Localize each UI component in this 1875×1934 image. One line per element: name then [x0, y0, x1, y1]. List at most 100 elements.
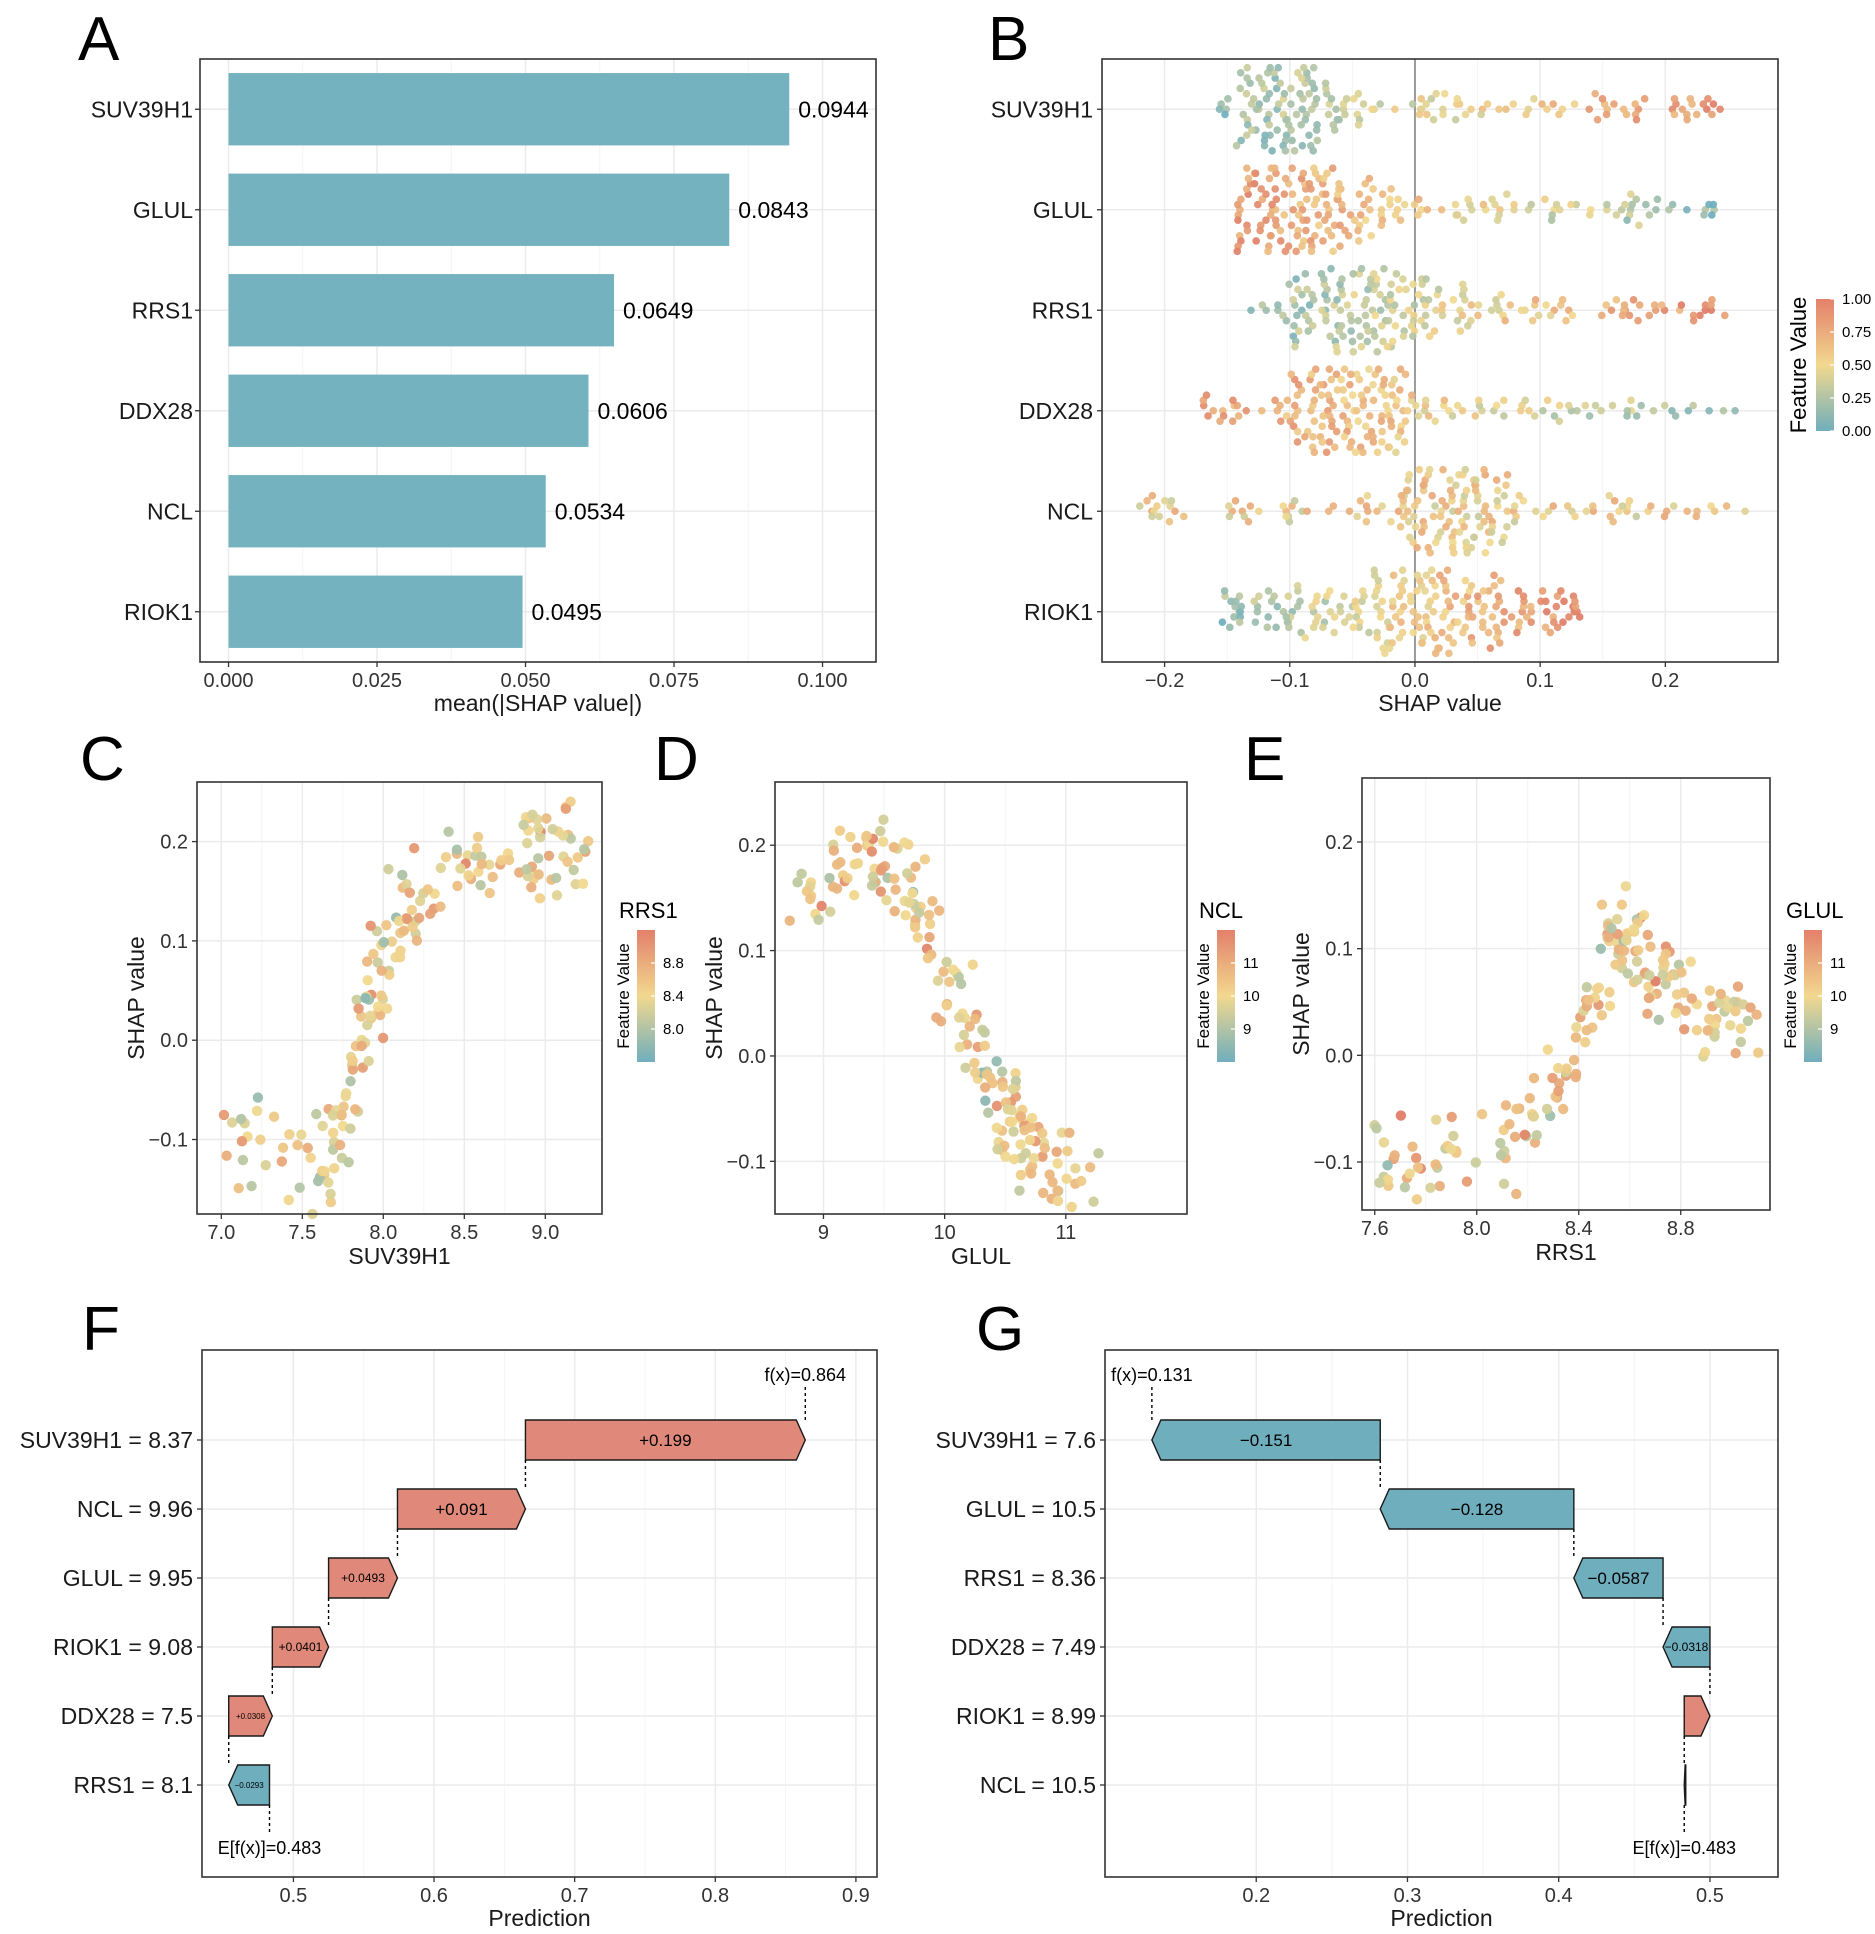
swarm-point-ncl [1582, 507, 1591, 516]
scatter-point [384, 969, 395, 980]
swarm-point-riok1 [1431, 649, 1440, 658]
swarm-point-rrs1 [1384, 316, 1393, 325]
scatter-point [1407, 1141, 1418, 1152]
swarm-point-ncl [1442, 502, 1450, 510]
swarm-point-riok1 [1296, 597, 1304, 606]
swarm-point-glul [1642, 200, 1650, 209]
swarm-point-ncl [1373, 507, 1381, 516]
swarm-point-rrs1 [1546, 311, 1555, 320]
waterfall-bar-label: −0.128 [1451, 1500, 1503, 1519]
swarm-point-riok1 [1359, 587, 1367, 595]
swarm-point-ddx28 [1283, 396, 1292, 405]
scatter-point [404, 887, 416, 898]
swarm-point-rrs1 [1333, 296, 1341, 304]
scatter-point [1541, 1103, 1553, 1115]
feature-label: RRS1 = 8.36 [964, 1565, 1096, 1591]
scatter-point [1020, 1148, 1031, 1159]
scatter-point [533, 869, 544, 880]
scatter-point [1725, 1020, 1736, 1031]
scatter-point [813, 914, 824, 925]
swarm-point-glul [1645, 211, 1654, 219]
swarm-point-glul [1268, 200, 1276, 209]
scatter-point [842, 873, 853, 884]
swarm-point-rrs1 [1297, 306, 1306, 315]
scatter-point [496, 855, 507, 866]
scatter-point [1411, 1194, 1423, 1205]
waterfall-bar-1 [1379, 1488, 1575, 1530]
swarm-point-riok1 [1319, 623, 1327, 632]
swarm-point-suv39h1 [1591, 89, 1599, 98]
swarm-point-rrs1 [1258, 301, 1267, 309]
swarm-point-rrs1 [1402, 285, 1410, 294]
plot-frame [199, 58, 877, 663]
scatter-point [351, 994, 362, 1006]
swarm-point-ncl [1618, 502, 1627, 510]
fx-label: f(x)=0.131 [1111, 1365, 1193, 1385]
scatter-point [1568, 1054, 1580, 1066]
scatter-point [1037, 1128, 1048, 1139]
swarm-point-ddx28 [1381, 391, 1390, 399]
swarm-point-ddx28 [1316, 380, 1325, 389]
swarm-point-glul [1510, 205, 1518, 214]
swarm-point-suv39h1 [1252, 105, 1261, 114]
scatter-point [964, 1021, 975, 1032]
scatter-point [1604, 986, 1615, 998]
bar-rrs1 [228, 274, 615, 347]
scatter-point [1374, 1177, 1385, 1188]
swarm-point-suv39h1 [1432, 89, 1440, 98]
swarm-point-glul [1243, 226, 1252, 235]
scatter-point [393, 915, 405, 927]
y-axis-title: SHAP value [1288, 932, 1314, 1056]
scatter-point [1511, 1103, 1522, 1115]
swarm-point-rrs1 [1317, 270, 1326, 278]
colour-bar [1816, 299, 1834, 431]
swarm-point-glul [1242, 185, 1251, 193]
swarm-point-riok1 [1473, 592, 1482, 600]
swarm-point-rrs1 [1432, 306, 1440, 315]
swarm-point-ddx28 [1325, 438, 1334, 446]
swarm-point-glul [1414, 195, 1423, 204]
swarm-point-ncl [1454, 507, 1462, 516]
scatter-point [1616, 899, 1628, 910]
swarm-point-riok1 [1410, 618, 1419, 626]
scatter-point [1395, 1110, 1407, 1121]
scatter-point [1389, 1150, 1400, 1161]
swarm-point-suv39h1 [1305, 89, 1313, 98]
swarm-point-glul [1621, 200, 1629, 209]
swarm-point-ddx28 [1500, 412, 1508, 420]
swarm-point-rrs1 [1292, 275, 1300, 283]
swarm-point-glul [1336, 242, 1344, 250]
scatter-point [365, 1010, 376, 1021]
swarm-point-glul [1323, 169, 1331, 178]
scatter-point [991, 1122, 1002, 1134]
swarm-point-ddx28 [1204, 412, 1212, 420]
swarm-point-ncl [1419, 481, 1428, 490]
swarm-point-riok1 [1230, 613, 1238, 621]
swarm-point-ddx28 [1581, 401, 1590, 410]
scatter-point [866, 846, 878, 857]
x-axis-title: Prediction [488, 1905, 590, 1931]
scatter-point [1730, 1047, 1741, 1059]
swarm-point-rrs1 [1279, 311, 1287, 320]
swarm-point-suv39h1 [1483, 100, 1492, 108]
waterfall-bar-label: +0.199 [639, 1431, 691, 1450]
swarm-point-riok1 [1553, 623, 1562, 632]
scatter-point [440, 851, 452, 863]
swarm-point-riok1 [1389, 571, 1398, 580]
x-tick-label: 0.3 [1394, 1885, 1422, 1907]
swarm-point-rrs1 [1449, 296, 1458, 304]
swarm-point-suv39h1 [1467, 105, 1475, 114]
swarm-point-ddx28 [1301, 432, 1309, 441]
swarm-point-ncl [1544, 507, 1553, 516]
scatter-point [1620, 934, 1632, 946]
swarm-point-riok1 [1418, 639, 1426, 647]
swarm-point-riok1 [1552, 602, 1561, 611]
scatter-point [277, 1142, 289, 1153]
swarm-point-ncl [1549, 502, 1558, 510]
scatter-point [923, 909, 935, 921]
colour-bar [1217, 930, 1235, 1062]
legend-tick-label: 8.4 [663, 988, 684, 1005]
scatter-point [1596, 1010, 1608, 1021]
swarm-point-glul [1635, 221, 1643, 230]
swarm-point-suv39h1 [1305, 131, 1313, 140]
